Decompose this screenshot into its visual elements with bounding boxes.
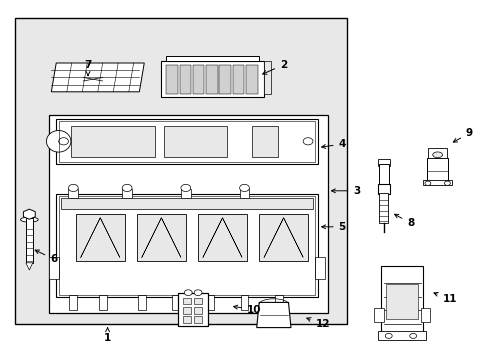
Bar [178,293,207,326]
Bar [183,298,191,304]
Circle shape [181,184,190,192]
Bar [378,164,388,185]
Bar [245,65,257,94]
Bar [15,18,346,324]
Bar [172,295,180,310]
Ellipse shape [432,152,442,158]
Bar [239,189,249,198]
Bar [178,293,207,326]
Bar [427,148,447,158]
Bar [192,65,204,94]
Circle shape [239,184,249,192]
Polygon shape [51,63,144,92]
Bar [49,115,327,313]
Bar [163,126,226,157]
Bar [183,316,191,323]
Bar [166,56,259,61]
Text: 1: 1 [104,328,111,343]
Text: 12: 12 [306,318,329,329]
Bar [26,218,33,263]
Text: 7: 7 [84,60,92,76]
Text: 6: 6 [35,250,57,264]
Circle shape [424,181,430,185]
Circle shape [409,333,416,338]
Circle shape [184,290,192,296]
Ellipse shape [46,130,71,152]
Bar [99,295,106,310]
Bar [49,257,59,279]
Bar [181,189,190,198]
Bar [76,214,124,261]
Bar [194,298,202,304]
Polygon shape [23,209,35,219]
Bar [381,266,422,333]
Bar [69,295,77,310]
Bar [71,126,154,157]
Bar [219,65,230,94]
Bar [240,295,248,310]
Polygon shape [26,263,33,270]
Bar [377,159,389,166]
Text: 11: 11 [433,292,456,304]
Polygon shape [256,302,290,328]
Circle shape [385,333,391,338]
Bar [386,284,417,319]
Bar [179,65,191,94]
Text: 9: 9 [452,128,472,142]
Bar [420,308,429,322]
Bar [137,214,185,261]
Circle shape [68,184,78,192]
Bar [166,65,178,94]
Bar [426,158,447,182]
Bar [183,307,191,314]
Bar [315,257,325,279]
Circle shape [59,138,68,145]
Bar [379,193,387,223]
Bar [68,189,78,198]
Bar [422,180,451,185]
Bar [194,307,202,314]
Bar [232,65,244,94]
Bar [161,61,264,97]
Ellipse shape [20,217,38,222]
Text: 2: 2 [262,60,286,74]
Bar [194,316,202,323]
Bar [274,295,282,310]
Bar [264,61,271,94]
Text: 8: 8 [394,214,413,228]
Bar [377,184,389,194]
Bar [59,121,315,162]
Bar [259,214,307,261]
Bar [206,295,214,310]
Bar [373,308,383,322]
Bar [205,65,217,94]
Text: 3: 3 [331,186,360,196]
Bar [138,295,145,310]
Bar [59,196,315,295]
Bar [198,214,246,261]
Bar [56,194,317,297]
Bar [377,331,426,340]
Bar [61,198,312,209]
Bar [251,126,277,157]
Circle shape [303,138,312,145]
Text: 10: 10 [233,305,261,315]
Circle shape [444,181,449,185]
Bar [56,119,317,164]
Circle shape [194,290,202,296]
Circle shape [122,184,132,192]
Bar [122,189,132,198]
Text: 5: 5 [321,222,345,232]
Text: 4: 4 [321,139,346,149]
